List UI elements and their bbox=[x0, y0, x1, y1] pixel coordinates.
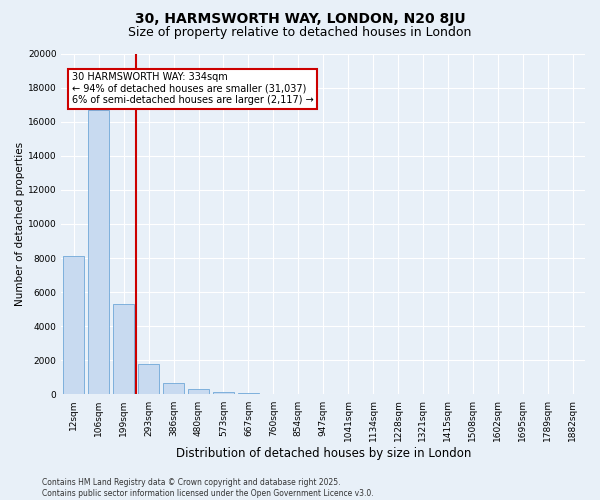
Bar bbox=[188, 390, 209, 394]
Bar bbox=[63, 256, 85, 394]
Text: 30 HARMSWORTH WAY: 334sqm
← 94% of detached houses are smaller (31,037)
6% of se: 30 HARMSWORTH WAY: 334sqm ← 94% of detac… bbox=[72, 72, 314, 106]
X-axis label: Distribution of detached houses by size in London: Distribution of detached houses by size … bbox=[176, 447, 471, 460]
Text: 30, HARMSWORTH WAY, LONDON, N20 8JU: 30, HARMSWORTH WAY, LONDON, N20 8JU bbox=[134, 12, 466, 26]
Bar bbox=[138, 364, 159, 394]
Bar bbox=[238, 393, 259, 394]
Bar bbox=[113, 304, 134, 394]
Bar bbox=[163, 382, 184, 394]
Bar bbox=[88, 110, 109, 395]
Bar bbox=[213, 392, 234, 394]
Text: Contains HM Land Registry data © Crown copyright and database right 2025.
Contai: Contains HM Land Registry data © Crown c… bbox=[42, 478, 374, 498]
Y-axis label: Number of detached properties: Number of detached properties bbox=[15, 142, 25, 306]
Text: Size of property relative to detached houses in London: Size of property relative to detached ho… bbox=[128, 26, 472, 39]
